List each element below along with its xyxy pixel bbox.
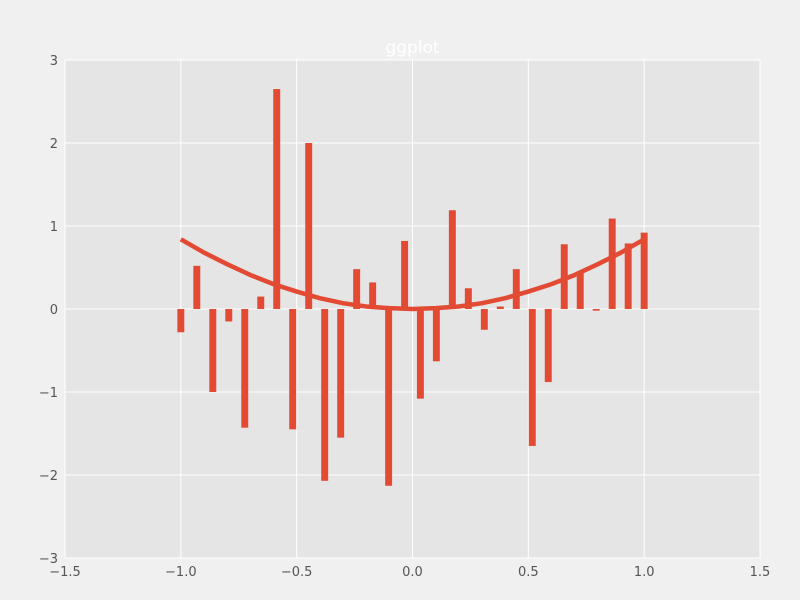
bar <box>432 309 440 362</box>
bar <box>369 282 377 309</box>
bar <box>337 309 345 438</box>
bar <box>480 309 488 330</box>
x-tick-label: −0.5 <box>281 565 313 580</box>
bar-series <box>177 89 648 486</box>
bar <box>560 244 568 309</box>
x-tick-label: 0.0 <box>402 565 423 580</box>
bar <box>640 232 648 309</box>
bar <box>257 296 265 309</box>
bar <box>289 309 297 430</box>
bar <box>225 309 233 322</box>
x-tick-label: −1.0 <box>165 565 197 580</box>
bar <box>592 309 600 311</box>
chart-title: ggplot <box>385 38 439 58</box>
bar <box>528 309 536 446</box>
y-tick-label: 2 <box>50 137 58 152</box>
y-tick-label: 1 <box>50 220 58 235</box>
bar <box>209 309 217 392</box>
bar <box>193 265 201 309</box>
y-tick-label: −3 <box>39 552 58 567</box>
bar <box>496 306 504 309</box>
y-tick-label: −2 <box>39 469 58 484</box>
bar <box>273 89 281 309</box>
x-tick-label: 0.5 <box>518 565 539 580</box>
x-axis-ticks: −1.5 −1.0 −0.5 0.0 0.5 1.0 1.5 <box>49 565 770 580</box>
bar <box>576 272 584 309</box>
x-tick-label: 1.5 <box>750 565 771 580</box>
line-series <box>179 237 646 312</box>
bar <box>608 218 616 309</box>
bar <box>401 240 409 309</box>
y-tick-label: −1 <box>39 386 58 401</box>
bar <box>321 309 329 481</box>
bar <box>241 309 249 428</box>
bar <box>464 288 472 309</box>
y-axis-ticks: −3 −2 −1 0 1 2 3 <box>39 54 58 567</box>
bar <box>305 143 313 309</box>
y-tick-label: 3 <box>50 54 58 69</box>
bar <box>544 309 552 383</box>
bar <box>353 269 361 309</box>
fit-line <box>179 237 646 312</box>
y-tick-label: 0 <box>50 303 58 318</box>
bar <box>624 243 632 309</box>
bar <box>177 309 185 333</box>
x-tick-label: −1.5 <box>49 565 81 580</box>
bar <box>416 309 424 399</box>
bar <box>385 309 393 486</box>
bar <box>448 210 456 309</box>
x-tick-label: 1.0 <box>634 565 655 580</box>
bar <box>512 269 520 309</box>
